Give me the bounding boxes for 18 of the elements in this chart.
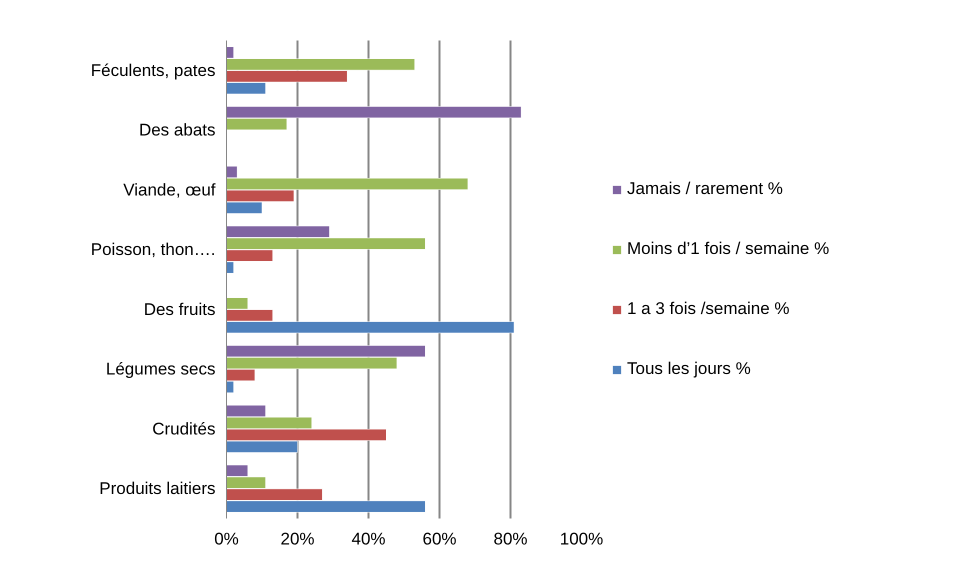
y-tick-label: Viande, œuf	[123, 180, 216, 200]
x-tick-label: 100%	[560, 530, 604, 548]
legend-label: 1 a 3 fois /semaine %	[627, 299, 790, 319]
x-tick-label: 0%	[214, 530, 239, 548]
x-tick-label: 80%	[493, 530, 528, 548]
legend-label: Tous les jours %	[627, 359, 751, 379]
y-tick-label: Crudités	[152, 419, 216, 438]
y-tick-label: Des abats	[138, 120, 216, 140]
y-tick-label: Légumes secs	[106, 360, 216, 379]
legend-label: Jamais / rarement %	[627, 179, 783, 199]
y-tick-label: Féculents, pates	[90, 60, 216, 80]
legend-label: Moins d’1 fois / semaine %	[627, 239, 830, 259]
y-tick-label: Produits laitiers	[99, 479, 216, 498]
y-tick-label: Poisson, thon….	[90, 240, 216, 260]
x-tick-label: 40%	[351, 530, 386, 548]
x-tick-label: 60%	[422, 530, 457, 548]
x-tick-label: 20%	[280, 530, 315, 548]
y-tick-label: Des fruits	[144, 300, 216, 319]
